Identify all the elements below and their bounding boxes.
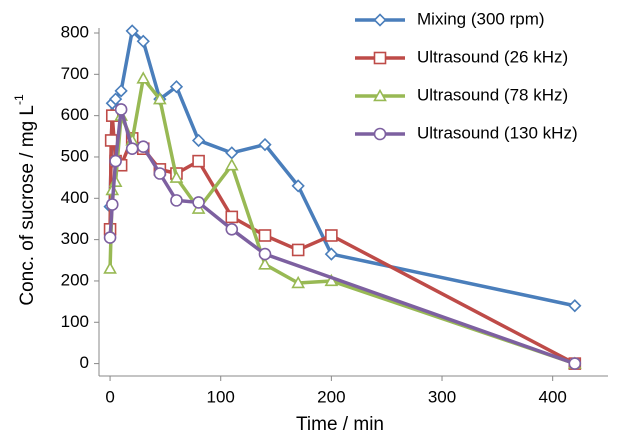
y-axis-label-main: Conc. of sucrose / mg L — [17, 105, 38, 306]
marker — [125, 142, 139, 156]
marker — [225, 222, 239, 236]
marker — [125, 24, 139, 38]
marker — [291, 179, 305, 193]
y-tick-label: 100 — [61, 312, 89, 331]
marker — [104, 134, 118, 147]
x-axis-label: Time / min — [296, 414, 384, 435]
legend-marker — [373, 127, 387, 141]
marker — [169, 80, 184, 94]
y-axis-label: Conc. of sucrose / mg L-1 — [12, 94, 38, 306]
legend-marker — [373, 51, 387, 65]
y-axis-label-sup: -1 — [12, 94, 26, 105]
x-tick-label: 200 — [317, 387, 345, 406]
marker — [258, 137, 272, 152]
marker — [109, 154, 122, 168]
y-tick-label: 0 — [80, 353, 89, 372]
marker — [105, 198, 119, 211]
marker — [324, 247, 339, 261]
marker — [568, 299, 582, 313]
marker — [258, 229, 272, 242]
marker — [108, 92, 123, 106]
marker — [192, 154, 205, 168]
marker — [136, 34, 150, 48]
marker — [258, 247, 272, 261]
marker — [192, 196, 205, 209]
y-tick-label: 800 — [61, 22, 89, 41]
series-line — [108, 76, 576, 366]
x-tick-label: 0 — [105, 387, 114, 406]
legend-label: Mixing (300 rpm) — [417, 9, 545, 28]
x-tick-label: 300 — [428, 387, 456, 406]
marker — [136, 71, 151, 84]
marker — [153, 167, 167, 180]
marker — [114, 103, 128, 116]
marker — [324, 273, 339, 287]
legend-label: Ultrasound (78 kHz) — [417, 85, 568, 104]
series-line — [108, 107, 576, 366]
marker — [152, 91, 167, 105]
x-tick-label: 400 — [538, 387, 566, 406]
marker — [103, 231, 117, 244]
legend-marker — [373, 13, 387, 27]
marker — [114, 84, 128, 98]
legend-label: Ultrasound (130 kHz) — [417, 123, 578, 142]
y-tick-label: 300 — [61, 229, 89, 248]
marker — [169, 170, 184, 183]
marker — [170, 194, 183, 207]
y-tick-label: 700 — [61, 64, 89, 83]
legend-label: Ultrasound (26 kHz) — [417, 47, 568, 66]
y-tick-label: 500 — [61, 146, 89, 165]
legend-marker — [373, 88, 387, 102]
marker — [291, 243, 305, 257]
marker — [225, 146, 239, 160]
marker — [103, 261, 117, 274]
series-line — [108, 113, 576, 366]
marker — [191, 133, 206, 148]
y-tick-label: 200 — [61, 270, 89, 289]
marker — [225, 210, 239, 224]
marker — [224, 158, 239, 171]
x-tick-label: 100 — [207, 387, 235, 406]
marker — [568, 357, 582, 370]
y-tick-label: 600 — [61, 105, 89, 124]
marker — [136, 140, 150, 153]
y-tick-label: 400 — [61, 188, 89, 207]
marker — [291, 275, 306, 289]
marker — [325, 229, 338, 242]
marker — [258, 257, 272, 270]
